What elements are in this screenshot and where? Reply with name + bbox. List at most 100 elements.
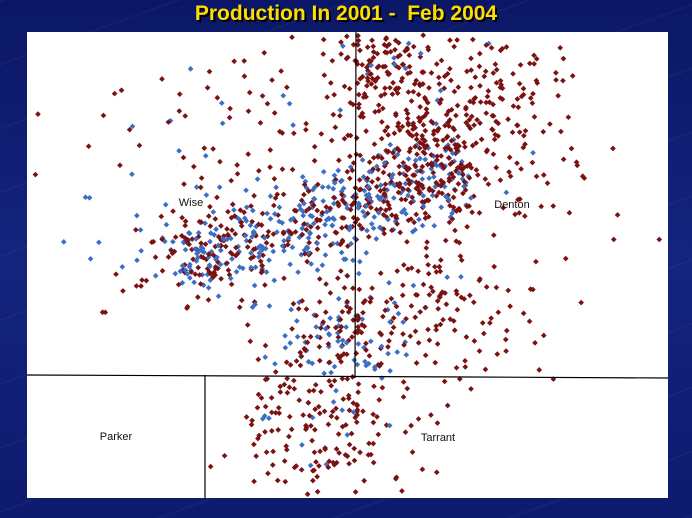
well-marker	[433, 193, 440, 199]
well-marker	[289, 325, 295, 332]
well-marker	[441, 85, 448, 92]
well-marker	[341, 83, 348, 90]
well-marker	[247, 338, 254, 345]
well-marker	[403, 210, 409, 217]
well-marker	[300, 333, 307, 340]
well-marker	[359, 110, 366, 117]
well-marker	[400, 185, 406, 192]
well-marker	[413, 131, 420, 138]
well-marker	[376, 224, 383, 231]
well-marker	[416, 216, 422, 223]
well-marker	[348, 430, 355, 437]
well-marker	[448, 137, 455, 144]
well-marker	[614, 212, 621, 218]
well-marker	[407, 131, 413, 138]
well-marker	[331, 172, 338, 179]
well-marker	[295, 269, 301, 275]
well-marker	[487, 320, 493, 326]
well-marker	[238, 219, 245, 226]
well-marker	[271, 202, 277, 209]
well-marker	[382, 85, 388, 92]
well-marker	[181, 181, 187, 187]
well-marker	[337, 107, 344, 113]
well-marker	[483, 99, 489, 106]
well-marker	[433, 326, 440, 333]
well-marker	[438, 257, 444, 263]
well-marker	[243, 187, 249, 194]
well-marker	[445, 155, 452, 161]
well-marker	[281, 237, 287, 244]
well-marker	[403, 315, 409, 322]
well-marker	[472, 94, 479, 101]
well-marker	[251, 441, 257, 448]
well-marker	[310, 387, 317, 394]
well-marker	[314, 216, 320, 223]
well-marker	[322, 446, 328, 453]
well-marker	[296, 397, 303, 404]
well-marker	[285, 235, 292, 241]
well-marker	[370, 166, 376, 172]
well-marker	[468, 195, 474, 201]
well-marker	[197, 281, 204, 287]
well-marker	[402, 196, 409, 203]
well-marker	[368, 221, 375, 227]
well-marker	[550, 203, 557, 209]
well-marker	[378, 331, 385, 338]
well-marker	[394, 151, 401, 158]
well-marker	[270, 248, 277, 255]
well-marker	[371, 214, 378, 220]
well-marker	[316, 463, 322, 469]
well-marker	[375, 102, 382, 108]
well-marker	[408, 199, 414, 206]
well-marker	[388, 330, 395, 336]
well-marker	[406, 165, 412, 172]
well-marker	[369, 178, 375, 185]
well-marker	[291, 207, 298, 214]
well-marker	[363, 128, 369, 134]
well-marker	[381, 186, 388, 193]
well-marker	[431, 174, 437, 180]
well-marker	[277, 389, 284, 395]
well-marker	[134, 257, 140, 264]
well-marker	[417, 309, 424, 315]
well-marker	[246, 89, 253, 96]
well-marker	[379, 384, 386, 391]
well-marker	[579, 173, 586, 180]
well-marker	[471, 338, 478, 344]
well-marker	[440, 137, 446, 144]
well-marker	[272, 369, 279, 375]
well-marker	[385, 71, 392, 78]
well-marker	[257, 258, 264, 265]
well-marker	[241, 73, 248, 80]
well-marker	[120, 288, 126, 294]
well-marker	[351, 457, 358, 464]
well-marker	[307, 224, 314, 230]
well-marker	[152, 272, 159, 279]
well-marker	[339, 337, 346, 344]
well-marker	[298, 353, 305, 360]
well-marker	[195, 264, 202, 271]
well-marker	[306, 239, 312, 246]
well-marker	[172, 270, 179, 277]
well-marker	[202, 241, 209, 248]
well-marker	[493, 284, 500, 291]
well-marker	[412, 314, 419, 321]
well-marker	[248, 250, 254, 256]
well-marker	[195, 230, 202, 236]
well-marker	[182, 222, 188, 229]
well-marker	[405, 156, 412, 162]
well-marker	[274, 477, 281, 484]
well-marker	[560, 77, 566, 84]
well-marker	[295, 305, 302, 312]
well-marker	[346, 175, 353, 182]
well-marker	[217, 158, 223, 165]
well-marker	[320, 319, 327, 325]
well-marker	[215, 233, 222, 240]
well-marker	[507, 173, 514, 180]
well-marker	[558, 128, 564, 135]
well-marker	[370, 225, 377, 232]
well-marker	[344, 298, 350, 305]
well-marker	[375, 154, 381, 160]
well-marker	[213, 226, 219, 233]
well-marker	[179, 262, 186, 269]
